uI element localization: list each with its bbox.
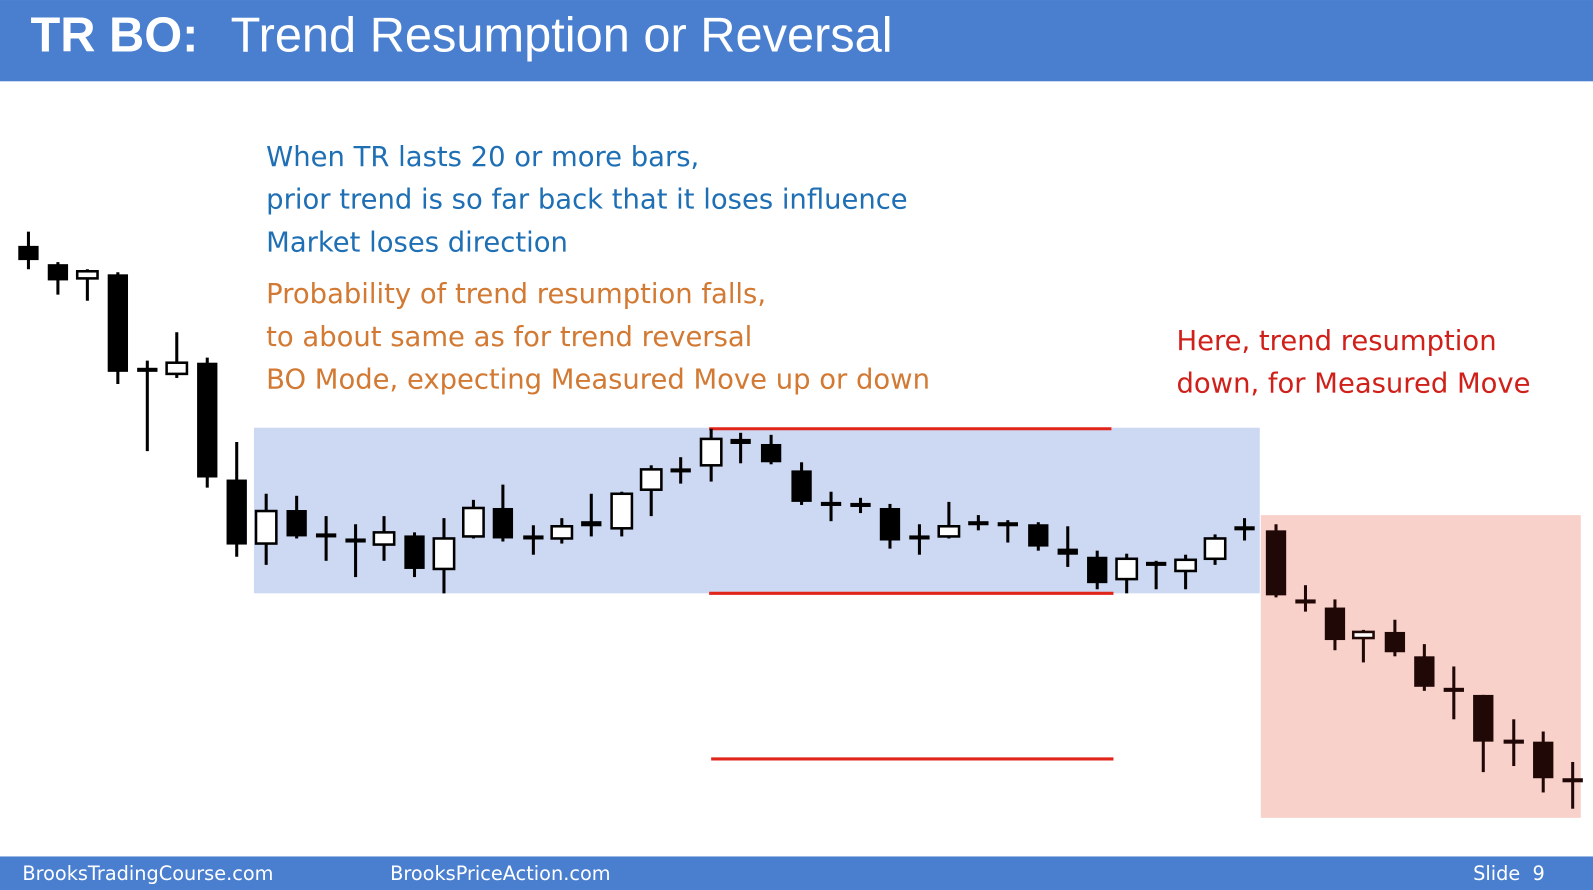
candle-body	[75, 270, 99, 280]
candle-body	[1443, 687, 1464, 692]
candle-body	[137, 367, 158, 372]
footer-left: BrooksTradingCourse.com	[22, 862, 273, 885]
footer-center: BrooksPriceAction.com	[390, 862, 610, 885]
candle-body	[1265, 530, 1287, 596]
candle-body	[165, 361, 189, 376]
candle-body	[315, 533, 337, 538]
candle-body	[997, 522, 1018, 527]
candle-body	[550, 525, 574, 540]
candle-body	[1087, 556, 1108, 584]
candle-body	[226, 479, 247, 545]
candle-body	[1351, 630, 1375, 640]
candle-body	[47, 264, 69, 281]
note-orange: to about same as for trend reversal	[266, 322, 752, 353]
candle-body	[254, 509, 278, 545]
header-label: TR BO:	[30, 8, 198, 62]
header-bar	[0, 0, 1593, 82]
candle-body	[432, 537, 456, 571]
callout: Here, trend resumption	[1176, 326, 1496, 357]
candle-body	[670, 468, 691, 473]
candle-body	[1057, 548, 1078, 555]
note-blue: When TR lasts 20 or more bars,	[266, 142, 699, 173]
candle-body	[107, 274, 129, 372]
candle-body	[968, 521, 989, 526]
candle-body	[1384, 631, 1406, 653]
candle-body	[760, 443, 782, 463]
candle-body	[730, 438, 751, 444]
candle-body	[639, 468, 663, 491]
candle-body	[879, 507, 901, 541]
candle-body	[1115, 557, 1139, 581]
candle-body	[372, 531, 396, 546]
candle-body	[404, 535, 425, 569]
candle-body	[18, 245, 39, 261]
header-title: Trend Resumption or Reversal	[231, 8, 893, 62]
candle-body	[1414, 656, 1435, 687]
candles	[18, 231, 1583, 809]
candle-body	[1028, 524, 1049, 547]
candle-body	[523, 535, 544, 540]
candle-body	[462, 506, 485, 538]
candle-body	[1473, 694, 1494, 742]
candle-body	[1533, 741, 1554, 779]
candle-body	[197, 362, 218, 478]
candle-body	[345, 538, 366, 543]
candle-body	[1562, 778, 1583, 783]
candle-body	[286, 510, 307, 537]
candle-body	[492, 507, 514, 539]
candle-body	[1234, 526, 1255, 531]
candle-body	[1203, 537, 1227, 561]
note-orange: Probability of trend resumption falls,	[266, 279, 766, 310]
candle-body	[850, 502, 871, 507]
candle-body	[791, 470, 812, 502]
footer-slide: Slide 9	[1473, 862, 1545, 885]
candle-body	[1295, 599, 1316, 604]
note-blue: prior trend is so far back that it loses…	[266, 185, 907, 216]
candle-body	[699, 437, 723, 467]
note-orange: BO Mode, expecting Measured Move up or d…	[266, 364, 930, 395]
footer-bar	[0, 856, 1593, 890]
candle-body	[1145, 561, 1167, 566]
candle-body	[820, 501, 842, 506]
candle-body	[1324, 607, 1346, 641]
candle-body	[1503, 739, 1524, 744]
callout: down, for Measured Move	[1176, 369, 1530, 400]
candle-body	[610, 492, 634, 530]
note-blue: Market loses direction	[266, 227, 568, 258]
candle-body	[909, 535, 930, 540]
candle-body	[581, 521, 602, 527]
candle-body	[1174, 558, 1198, 573]
candle-body	[937, 525, 961, 538]
